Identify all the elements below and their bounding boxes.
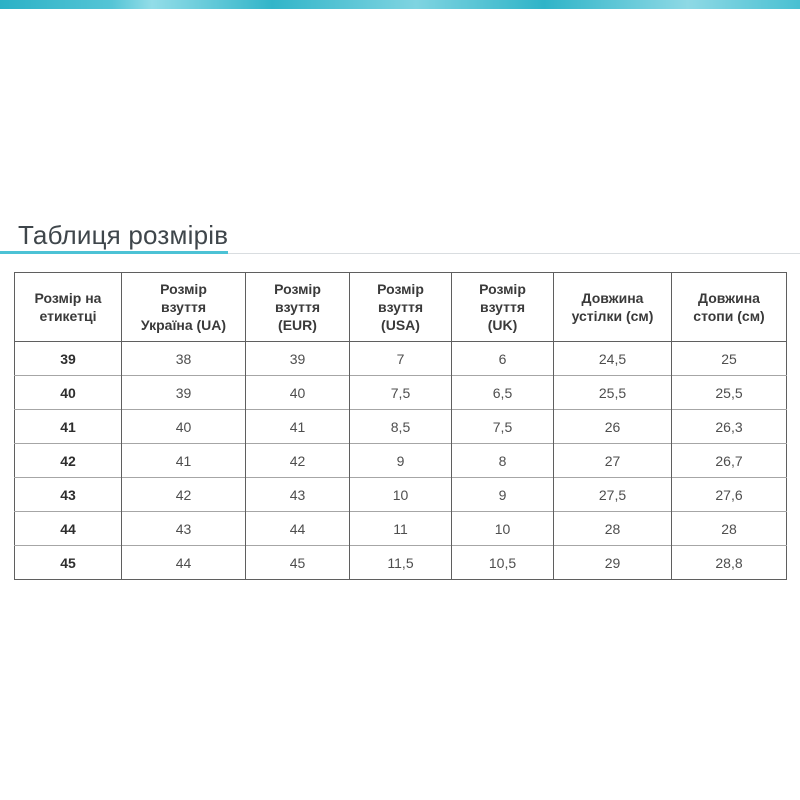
header-size-eur: Розмір взуття (EUR): [245, 272, 350, 342]
cell-usa: 11,5: [349, 545, 452, 580]
header-size-ua: Розмір взуття Україна (UA): [121, 272, 246, 342]
cell-eur: 39: [245, 341, 350, 376]
cell-foot: 28: [671, 511, 787, 546]
cell-foot: 26,7: [671, 443, 787, 478]
cell-label-size: 44: [14, 511, 122, 546]
cell-foot: 25: [671, 341, 787, 376]
cell-insole: 29: [553, 545, 672, 580]
cell-usa: 7,5: [349, 375, 452, 410]
header-size-on-label: Розмір на етикетці: [14, 272, 122, 342]
header-size-usa: Розмір взуття (USA): [349, 272, 452, 342]
cell-label-size: 42: [14, 443, 122, 478]
table-row: 39 38 39 7 6 24,5 25: [15, 341, 787, 376]
header-foot-length: Довжина стопи (см): [671, 272, 787, 342]
page-title: Таблиця розмірів: [18, 220, 229, 251]
cell-foot: 28,8: [671, 545, 787, 580]
header-size-uk: Розмір взуття (UK): [451, 272, 554, 342]
top-accent-bar: [0, 0, 800, 9]
cell-eur: 43: [245, 477, 350, 512]
header-insole-length: Довжина устілки (см): [553, 272, 672, 342]
cell-foot: 25,5: [671, 375, 787, 410]
cell-usa: 10: [349, 477, 452, 512]
cell-uk: 10,5: [451, 545, 554, 580]
cell-label-size: 40: [14, 375, 122, 410]
title-underline-teal: [0, 251, 228, 254]
cell-usa: 11: [349, 511, 452, 546]
cell-insole: 26: [553, 409, 672, 444]
cell-ua: 38: [121, 341, 246, 376]
cell-insole: 28: [553, 511, 672, 546]
table-row: 42 41 42 9 8 27 26,7: [14, 443, 787, 478]
cell-usa: 7: [349, 341, 452, 376]
cell-label-size: 39: [60, 350, 76, 367]
table-row: 44 43 44 11 10 28 28: [14, 511, 787, 546]
cell-label-size: 45: [14, 545, 122, 580]
cell-foot: 27,6: [671, 477, 787, 512]
cell-insole: 25,5: [553, 375, 672, 410]
cell-insole: 24,5: [553, 341, 672, 376]
cell-eur: 44: [245, 511, 350, 546]
cell-label-size: 43: [14, 477, 122, 512]
cell-ua: 43: [121, 511, 246, 546]
cell-ua: 42: [121, 477, 246, 512]
cell-ua: 44: [121, 545, 246, 580]
table-row: 41 40 41 8,5 7,5 26 26,3: [14, 409, 787, 444]
shoe-size-table: Розмір на етикетці Розмір взуття Україна…: [14, 272, 787, 580]
cell-uk: 6,5: [451, 375, 554, 410]
cell-eur: 40: [245, 375, 350, 410]
cell-usa: 8,5: [349, 409, 452, 444]
table-row: 45 44 45 11,5 10,5 29 28,8: [14, 545, 787, 580]
cell-uk: 7,5: [451, 409, 554, 444]
cell-foot: 26,3: [671, 409, 787, 444]
cell-insole: 27,5: [553, 477, 672, 512]
cell-ua: 39: [121, 375, 246, 410]
table-row: 43 42 43 10 9 27,5 27,6: [14, 477, 787, 512]
table-header-row: Розмір на етикетці Розмір взуття Україна…: [14, 272, 787, 342]
cell-uk: 10: [451, 511, 554, 546]
cell-ua: 40: [121, 409, 246, 444]
title-underline-gray: [0, 253, 800, 254]
table-row: 40 39 40 7,5 6,5 25,5 25,5: [14, 375, 787, 410]
cell-insole: 27: [553, 443, 672, 478]
cell-label-size: 41: [14, 409, 122, 444]
cell-ua: 41: [121, 443, 246, 478]
cell-eur: 42: [245, 443, 350, 478]
cell-uk: 9: [451, 477, 554, 512]
cell-usa: 9: [349, 443, 452, 478]
cell-uk: 8: [451, 443, 554, 478]
cell-eur: 41: [245, 409, 350, 444]
cell-eur: 45: [245, 545, 350, 580]
cell-uk: 6: [451, 341, 554, 376]
